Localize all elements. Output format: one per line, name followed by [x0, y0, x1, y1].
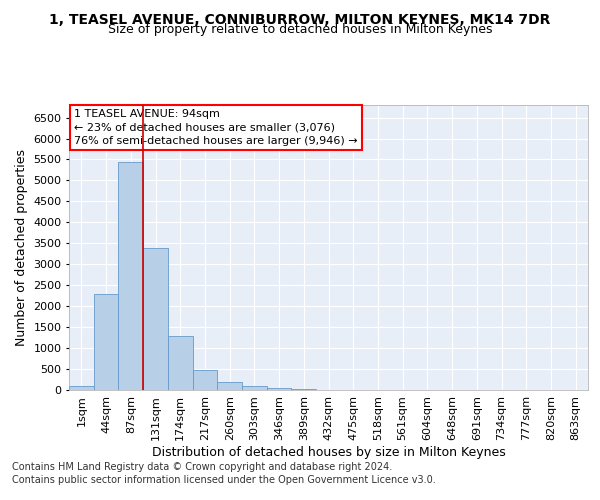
Bar: [242, 386, 267, 390]
Bar: [267, 388, 292, 390]
Bar: [118, 162, 143, 390]
Text: 1 TEASEL AVENUE: 94sqm
← 23% of detached houses are smaller (3,076)
76% of semi-: 1 TEASEL AVENUE: 94sqm ← 23% of detached…: [74, 110, 358, 146]
Bar: [193, 370, 217, 390]
Text: Contains public sector information licensed under the Open Government Licence v3: Contains public sector information licen…: [12, 475, 436, 485]
Bar: [292, 388, 316, 390]
Text: Size of property relative to detached houses in Milton Keynes: Size of property relative to detached ho…: [108, 22, 492, 36]
Bar: [143, 248, 168, 390]
Text: 1, TEASEL AVENUE, CONNIBURROW, MILTON KEYNES, MK14 7DR: 1, TEASEL AVENUE, CONNIBURROW, MILTON KE…: [49, 12, 551, 26]
Bar: [217, 382, 242, 390]
Text: Contains HM Land Registry data © Crown copyright and database right 2024.: Contains HM Land Registry data © Crown c…: [12, 462, 392, 472]
Y-axis label: Number of detached properties: Number of detached properties: [14, 149, 28, 346]
X-axis label: Distribution of detached houses by size in Milton Keynes: Distribution of detached houses by size …: [152, 446, 505, 458]
Bar: [69, 386, 94, 390]
Bar: [94, 294, 118, 390]
Bar: [168, 336, 193, 390]
